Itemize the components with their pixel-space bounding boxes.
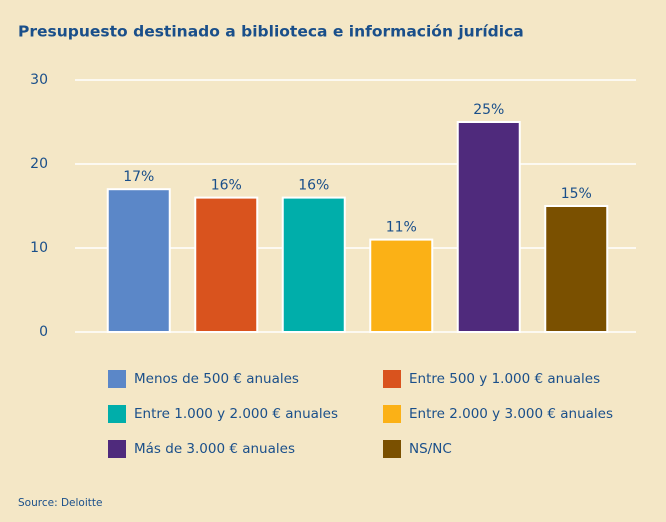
legend-label: Entre 2.000 y 3.000 € anuales — [409, 406, 613, 422]
bar — [281, 196, 346, 333]
legend-label: NS/NC — [409, 441, 452, 457]
bar — [194, 196, 259, 333]
y-tick-label: 10 — [30, 240, 48, 256]
legend-label: Entre 1.000 y 2.000 € anuales — [134, 406, 338, 422]
legend-swatch — [383, 440, 401, 458]
legend-swatch — [383, 405, 401, 423]
legend-swatch — [108, 440, 126, 458]
legend-label: Entre 500 y 1.000 € anuales — [409, 371, 600, 387]
data-label: 11% — [386, 220, 417, 236]
data-label: 17% — [123, 169, 154, 185]
legend-label: Más de 3.000 € anuales — [134, 441, 295, 457]
legend-swatch — [383, 370, 401, 388]
bar — [106, 188, 171, 333]
legend-swatch — [108, 370, 126, 388]
source: Source: Deloitte — [18, 497, 102, 509]
legend-label: Menos de 500 € anuales — [134, 371, 299, 387]
data-label: 15% — [561, 186, 592, 202]
data-label: 25% — [473, 102, 504, 118]
y-tick-label: 30 — [30, 72, 48, 88]
bar — [456, 121, 521, 333]
data-label: 16% — [298, 178, 329, 194]
y-tick-label: 20 — [30, 156, 48, 172]
bar — [369, 238, 434, 334]
data-label: 16% — [211, 178, 242, 194]
bar — [544, 205, 609, 333]
y-tick-label: 0 — [39, 324, 48, 340]
legend-swatch — [108, 405, 126, 423]
chart-title: Presupuesto destinado a biblioteca e inf… — [18, 23, 524, 41]
